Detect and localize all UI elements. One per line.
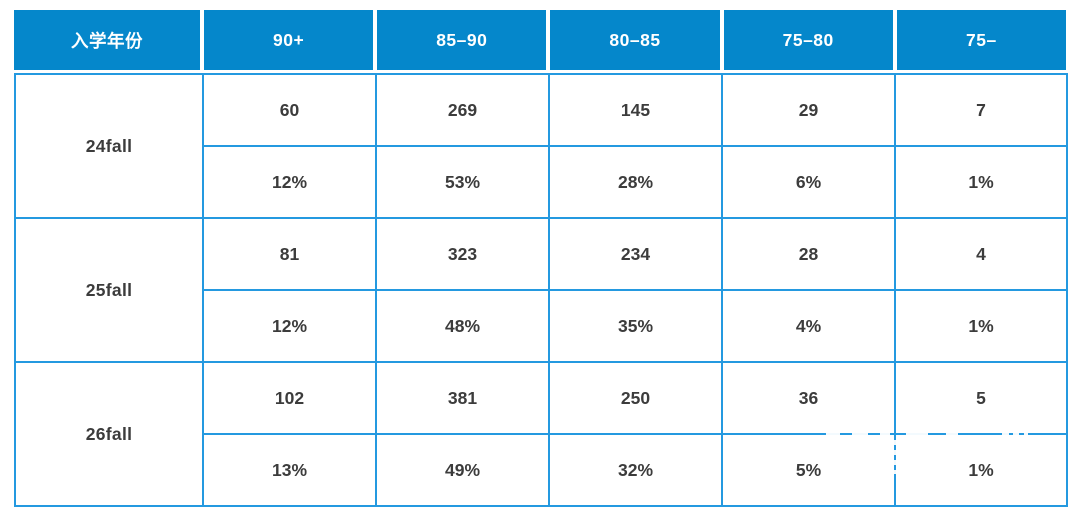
year-cell-24fall: 24fall bbox=[14, 73, 204, 219]
count-cell: 145 bbox=[548, 73, 723, 147]
count-cell: 60 bbox=[202, 73, 377, 147]
percent-cell: 32% bbox=[548, 433, 723, 507]
percent-cell: 28% bbox=[548, 145, 723, 219]
percent-cell: 53% bbox=[375, 145, 550, 219]
header-cell-85-90: 85–90 bbox=[377, 10, 547, 70]
score-table: 入学年份 90+ 85–90 80–85 75–80 75– 24fall 60… bbox=[14, 10, 1068, 507]
percent-cell: 1% bbox=[894, 145, 1068, 219]
table-row: 25fall 81 323 234 28 4 bbox=[14, 217, 1068, 363]
header-cell-80-85: 80–85 bbox=[550, 10, 720, 70]
percent-cell: 49% bbox=[375, 433, 550, 507]
count-cell: 28 bbox=[721, 217, 896, 291]
table-header-row: 入学年份 90+ 85–90 80–85 75–80 75– bbox=[14, 10, 1066, 70]
year-cell-25fall: 25fall bbox=[14, 217, 204, 363]
percent-cell: 6% bbox=[721, 145, 896, 219]
year-cell-26fall: 26fall bbox=[14, 361, 204, 507]
header-cell-75minus: 75– bbox=[896, 10, 1066, 70]
percent-cell: 5% bbox=[721, 433, 896, 507]
count-cell: 36 bbox=[721, 361, 896, 435]
count-cell: 7 bbox=[894, 73, 1068, 147]
count-cell: 323 bbox=[375, 217, 550, 291]
header-cell-90plus: 90+ bbox=[204, 10, 374, 70]
count-cell: 81 bbox=[202, 217, 377, 291]
percent-cell: 12% bbox=[202, 145, 377, 219]
percent-cell: 4% bbox=[721, 289, 896, 363]
count-cell: 381 bbox=[375, 361, 550, 435]
count-cell: 250 bbox=[548, 361, 723, 435]
count-cell: 5 bbox=[894, 361, 1068, 435]
count-cell: 234 bbox=[548, 217, 723, 291]
percent-cell: 12% bbox=[202, 289, 377, 363]
percent-cell: 1% bbox=[894, 433, 1068, 507]
percent-cell: 48% bbox=[375, 289, 550, 363]
percent-cell: 35% bbox=[548, 289, 723, 363]
header-cell-enrollment-year: 入学年份 bbox=[14, 10, 200, 70]
count-cell: 4 bbox=[894, 217, 1068, 291]
percent-cell: 13% bbox=[202, 433, 377, 507]
percent-cell: 1% bbox=[894, 289, 1068, 363]
count-cell: 102 bbox=[202, 361, 377, 435]
table-body: 24fall 60 269 145 29 7 12% 53% 28% 6% 1%… bbox=[14, 73, 1068, 507]
table-row: 12% 53% 28% 6% 1% bbox=[15, 145, 1068, 219]
table-row: 12% 48% 35% 4% 1% bbox=[15, 289, 1068, 363]
table-row: 24fall 60 269 145 29 7 bbox=[14, 73, 1068, 219]
table-row: 26fall 102 381 250 36 5 bbox=[14, 361, 1068, 507]
count-cell: 29 bbox=[721, 73, 896, 147]
header-cell-75-80: 75–80 bbox=[723, 10, 893, 70]
count-cell: 269 bbox=[375, 73, 550, 147]
